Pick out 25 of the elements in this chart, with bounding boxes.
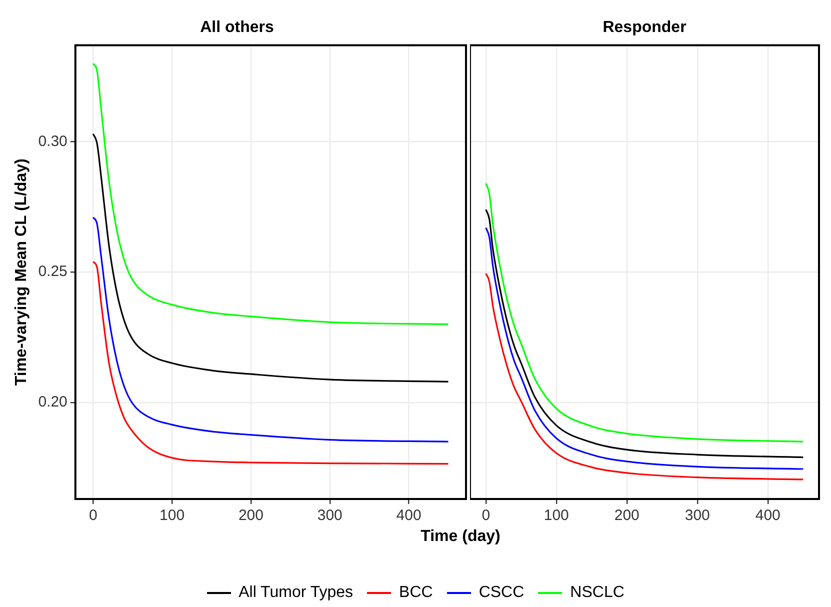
y-axis-title: Time-varying Mean CL (L/day): [13, 158, 30, 386]
x-axis-title: Time (day): [420, 528, 502, 546]
line-series: [92, 216, 450, 442]
x-tick-label: 0: [88, 507, 98, 524]
x-tick-label: 100: [160, 507, 185, 524]
x-tick-label: 100: [544, 507, 569, 524]
x-tick-label: 200: [238, 507, 264, 524]
line-series: [92, 133, 450, 382]
chart-title: All others: [200, 19, 274, 36]
x-tick-label: 400: [396, 507, 422, 524]
x-tick-label: 300: [684, 507, 710, 524]
x-tick-label: 300: [317, 507, 342, 524]
line-series: [92, 260, 450, 465]
legend-label: BCC: [399, 584, 433, 602]
y-tick-label: 0.30: [38, 132, 68, 150]
x-tick-label: 0: [482, 507, 490, 524]
x-tick-label: 200: [614, 507, 640, 524]
line-series: [92, 62, 450, 326]
x-tick-label: 400: [755, 507, 780, 524]
y-tick-label: 0.20: [38, 394, 68, 411]
legend-label: CSCC: [478, 584, 524, 602]
legend-label: NSCLC: [570, 584, 624, 602]
legend-label: All Tumor Types: [238, 584, 354, 602]
y-tick-label: 0.25: [38, 263, 68, 280]
chart-title: Responder: [602, 19, 686, 36]
